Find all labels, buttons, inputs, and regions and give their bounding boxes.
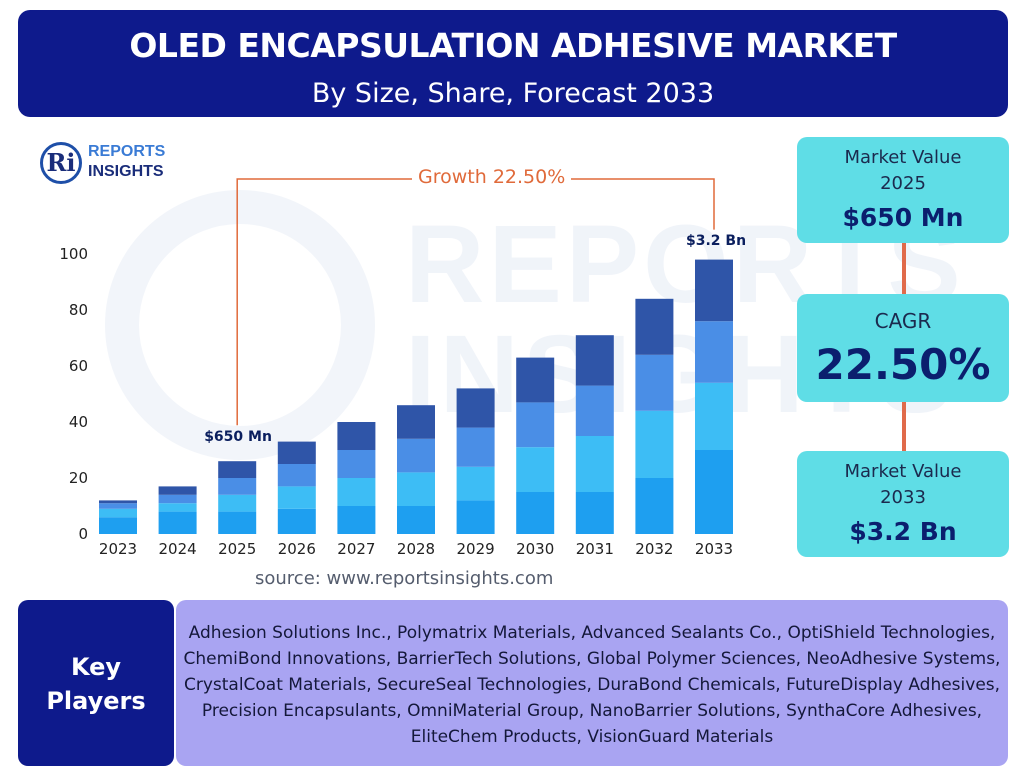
bar-segment-2029-4 [456, 388, 495, 428]
key-players-heading-line-1: Key [70, 653, 122, 681]
market-value-2033-card: Market Value 2033 $3.2 Bn [797, 451, 1009, 557]
x-tick-label: 2031 [576, 540, 614, 558]
y-tick-label: 0 [78, 525, 88, 543]
x-tick-label: 2033 [695, 540, 733, 558]
reports-insights-logo: Ri REPORTS INSIGHTS [40, 140, 180, 186]
bar-segment-2030-2 [516, 447, 555, 492]
key-players-heading: Key Players [18, 600, 174, 766]
bar-segment-2029-3 [456, 427, 495, 467]
bar-segment-2031-1 [575, 492, 614, 534]
growth-label: Growth 22.50% [412, 166, 572, 188]
bar-segment-2027-3 [337, 450, 376, 478]
bar-segment-2024-3 [158, 494, 197, 504]
bar-series [99, 259, 733, 534]
bar-segment-2030-1 [516, 492, 555, 534]
key-players-heading-line-2: Players [46, 687, 146, 715]
market-value-2025-label: Market Value 2025 [844, 147, 962, 194]
bar-segment-2023-4 [99, 500, 137, 504]
bar-segment-2025-4 [218, 461, 257, 478]
x-tick-label: 2024 [159, 540, 197, 558]
logo-line-1: REPORTS [88, 143, 166, 160]
bar-segment-2024-1 [158, 511, 197, 534]
bar-segment-2023-2 [99, 508, 137, 518]
y-tick-label: 20 [69, 469, 88, 487]
card-connector [902, 402, 906, 451]
x-tick-label: 2026 [278, 540, 316, 558]
bar-segment-2032-1 [635, 478, 674, 534]
x-tick-label: 2028 [397, 540, 435, 558]
bar-segment-2026-3 [277, 464, 316, 487]
bar-segment-2033-3 [695, 321, 733, 383]
bar-segment-2027-1 [337, 506, 376, 534]
card-connector [902, 243, 906, 294]
bar-segment-2024-4 [158, 486, 197, 495]
page-subtitle: By Size, Share, Forecast 2033 [311, 78, 715, 109]
bar-segment-2031-4 [575, 335, 614, 386]
x-tick-label: 2029 [457, 540, 495, 558]
bar-segment-2031-2 [575, 436, 614, 492]
bar-segment-2030-3 [516, 402, 555, 448]
x-tick-label: 2027 [337, 540, 375, 558]
x-tick-label: 2023 [99, 540, 137, 558]
bar-segment-2031-3 [575, 385, 614, 436]
bar-segment-2026-2 [277, 486, 316, 509]
bar-segment-2024-2 [158, 503, 197, 512]
bar-segment-2029-1 [456, 500, 495, 534]
bar-segment-2027-4 [337, 422, 376, 450]
market-value-2033-value: $3.2 Bn [849, 517, 957, 546]
page-title: OLED ENCAPSULATION ADHESIVE MARKET [129, 26, 897, 65]
bar-segment-2028-1 [397, 506, 435, 534]
bar-segment-2032-3 [635, 354, 674, 411]
market-value-2025-value: $650 Mn [842, 203, 964, 232]
x-tick-label: 2032 [635, 540, 673, 558]
y-tick-label: 40 [69, 413, 88, 431]
header-banner: OLED ENCAPSULATION ADHESIVE MARKET By Si… [18, 10, 1008, 117]
bar-segment-2033-1 [695, 450, 733, 534]
bar-segment-2023-3 [99, 503, 137, 509]
market-value-2025-card: Market Value 2025 $650 Mn [797, 137, 1009, 243]
bar-segment-2029-2 [456, 466, 495, 501]
bar-segment-2032-2 [635, 410, 674, 478]
y-tick-label: 80 [69, 301, 88, 319]
cagr-card: CAGR 22.50% [797, 294, 1009, 402]
bar-segment-2026-1 [277, 508, 316, 534]
x-tick-label: 2025 [218, 540, 256, 558]
bar-segment-2027-2 [337, 478, 376, 506]
key-players-list: Adhesion Solutions Inc., Polymatrix Mate… [176, 600, 1008, 766]
bar-segment-2025-2 [218, 494, 257, 512]
bar-segment-2025-1 [218, 511, 257, 534]
bar-label-2033: $3.2 Bn [686, 232, 747, 249]
bar-label-2025: $650 Mn [204, 429, 272, 446]
x-tick-label: 2030 [516, 540, 554, 558]
bar-segment-2032-4 [635, 298, 674, 355]
x-axis: 2023 2024 2025 2026 2027 2028 2029 2030 2031 2032… [99, 540, 733, 558]
bar-segment-2028-2 [397, 472, 435, 506]
y-axis: 0 20 40 60 80 100 [59, 245, 88, 543]
bar-segment-2033-2 [695, 382, 733, 450]
logo-line-2: INSIGHTS [88, 163, 164, 180]
bar-segment-2028-4 [397, 405, 435, 439]
bar-segment-2026-4 [277, 441, 316, 464]
y-tick-label: 60 [69, 357, 88, 375]
bar-segment-2030-4 [516, 357, 555, 403]
cagr-value: 22.50% [815, 340, 991, 389]
bar-segment-2023-1 [99, 517, 137, 534]
market-value-2033-label: Market Value 2033 [844, 461, 962, 508]
logo-icon: Ri [40, 142, 82, 184]
bar-segment-2033-4 [695, 259, 733, 322]
bar-segment-2028-3 [397, 438, 435, 473]
y-tick-label: 100 [59, 245, 88, 263]
cagr-label: CAGR [874, 309, 932, 333]
source-note: source: www.reportsinsights.com [255, 568, 554, 589]
bar-segment-2025-3 [218, 478, 257, 495]
